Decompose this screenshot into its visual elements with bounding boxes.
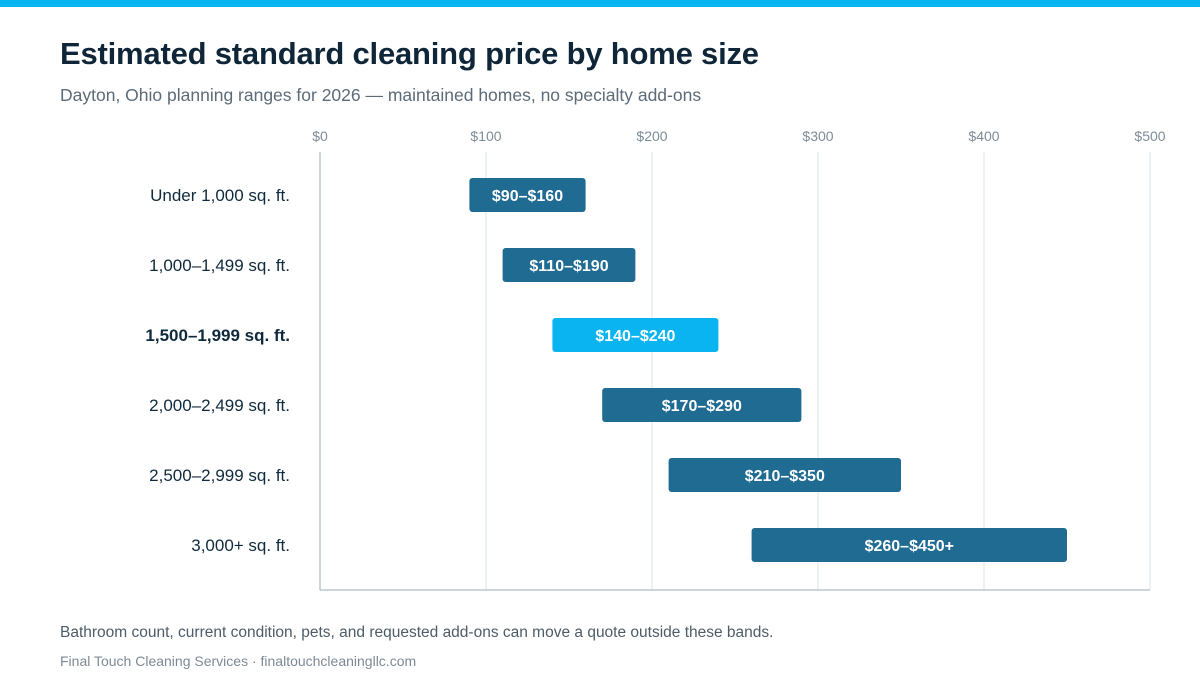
category-label: 1,500–1,999 sq. ft. xyxy=(145,326,290,345)
bar-value-label: $140–$240 xyxy=(595,328,675,345)
x-tick-label: $0 xyxy=(312,128,328,144)
range-bar xyxy=(502,248,636,282)
x-tick-label: $200 xyxy=(636,128,667,144)
source-credit: Final Touch Cleaning Services · finaltou… xyxy=(60,653,417,669)
range-bar xyxy=(602,388,802,422)
category-label: 3,000+ sq. ft. xyxy=(191,536,290,555)
accent-top-bar xyxy=(0,0,1200,7)
bar-value-label: $90–$160 xyxy=(492,188,563,205)
x-tick-label: $100 xyxy=(470,128,501,144)
category-label: 2,000–2,499 sq. ft. xyxy=(149,396,290,415)
range-bar xyxy=(668,458,901,492)
category-label: Under 1,000 sq. ft. xyxy=(150,186,290,205)
category-label: 2,500–2,999 sq. ft. xyxy=(149,466,290,485)
chart-subtitle: Dayton, Ohio planning ranges for 2026 — … xyxy=(60,85,702,105)
x-tick-label: $400 xyxy=(968,128,999,144)
chart-title: Estimated standard cleaning price by hom… xyxy=(60,36,759,71)
footnote: Bathroom count, current condition, pets,… xyxy=(60,624,774,641)
range-bar xyxy=(552,318,719,352)
x-tick-label: $300 xyxy=(802,128,833,144)
bar-value-label: $110–$190 xyxy=(529,258,608,275)
range-bar xyxy=(469,178,586,212)
bar-value-label: $260–$450+ xyxy=(865,538,954,555)
bar-value-label: $210–$350 xyxy=(745,468,825,485)
x-tick-label: $500 xyxy=(1134,128,1165,144)
bar-value-label: $170–$290 xyxy=(662,398,742,415)
category-label: 1,000–1,499 sq. ft. xyxy=(149,256,290,275)
range-bar xyxy=(751,528,1067,562)
